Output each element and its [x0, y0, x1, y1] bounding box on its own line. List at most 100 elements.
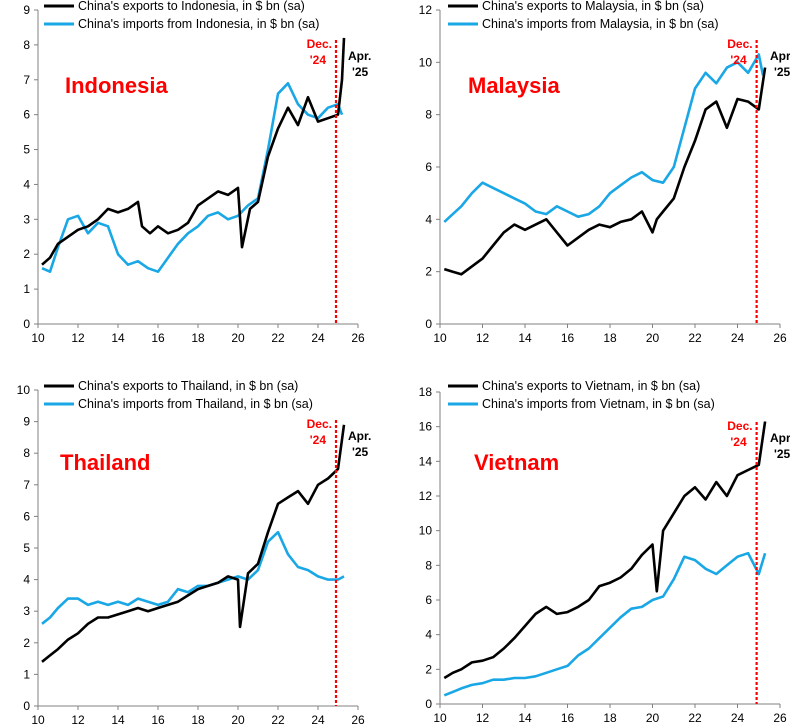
exports-series-line — [443, 421, 767, 680]
x-tick-label: 18 — [191, 713, 205, 727]
end-label-month: Apr. — [770, 49, 790, 63]
x-tick-label: 16 — [561, 331, 575, 345]
y-tick-label: 0 — [23, 699, 30, 713]
x-tick-label: 10 — [31, 713, 45, 727]
chart-panel-malaysia: 024681012101214161820222426Dec.'24Apr.'2… — [419, 0, 790, 345]
y-tick-label: 4 — [23, 177, 30, 191]
x-tick-label: 22 — [688, 331, 702, 345]
imports-series-line — [41, 82, 344, 273]
exports-series-line — [443, 67, 767, 276]
x-tick-label: 20 — [231, 331, 245, 345]
y-tick-label: 12 — [419, 489, 433, 503]
y-tick-label: 6 — [23, 108, 30, 122]
x-tick-label: 26 — [351, 713, 365, 727]
country-title: Thailand — [60, 450, 150, 475]
x-tick-label: 12 — [476, 331, 490, 345]
y-tick-label: 10 — [419, 55, 433, 69]
x-tick-label: 16 — [151, 331, 165, 345]
legend-exports-label: China's exports to Thailand, in $ bn (sa… — [78, 379, 298, 393]
y-tick-label: 6 — [425, 160, 432, 174]
x-tick-label: 22 — [688, 711, 702, 725]
x-tick-label: 12 — [476, 711, 490, 725]
legend-imports-label: China's imports from Thailand, in $ bn (… — [78, 397, 313, 411]
imports-series-line — [443, 551, 767, 697]
y-tick-label: 8 — [425, 558, 432, 572]
marker-label-month: Dec. — [307, 37, 332, 51]
y-tick-label: 2 — [23, 636, 30, 650]
x-tick-label: 20 — [646, 711, 660, 725]
x-tick-label: 24 — [311, 331, 325, 345]
x-tick-label: 18 — [603, 711, 617, 725]
x-tick-label: 12 — [71, 331, 85, 345]
y-tick-label: 3 — [23, 212, 30, 226]
y-tick-label: 8 — [23, 38, 30, 52]
x-tick-label: 22 — [271, 331, 285, 345]
y-tick-label: 4 — [425, 628, 432, 642]
x-tick-label: 14 — [518, 711, 532, 725]
y-tick-label: 10 — [419, 524, 433, 538]
x-tick-label: 26 — [773, 711, 787, 725]
y-tick-label: 5 — [23, 143, 30, 157]
y-tick-label: 2 — [425, 265, 432, 279]
exports-series-line — [41, 37, 346, 266]
y-tick-label: 7 — [23, 478, 30, 492]
imports-series-line — [443, 53, 765, 223]
y-tick-label: 1 — [23, 667, 30, 681]
y-tick-label: 8 — [425, 108, 432, 122]
y-tick-label: 4 — [23, 573, 30, 587]
y-tick-label: 4 — [425, 212, 432, 226]
end-label-year: '25 — [352, 65, 369, 79]
x-tick-label: 22 — [271, 713, 285, 727]
x-tick-label: 10 — [31, 331, 45, 345]
x-tick-label: 16 — [151, 713, 165, 727]
y-tick-label: 10 — [17, 383, 31, 397]
x-tick-label: 14 — [518, 331, 532, 345]
marker-label-month: Dec. — [727, 37, 752, 51]
marker-label-year: '24 — [730, 435, 747, 449]
x-tick-label: 24 — [731, 711, 745, 725]
end-label-month: Apr. — [770, 431, 790, 445]
marker-label-year: '24 — [730, 53, 747, 67]
y-tick-label: 3 — [23, 604, 30, 618]
x-tick-label: 10 — [433, 711, 447, 725]
marker-label-year: '24 — [310, 433, 327, 447]
end-label-month: Apr. — [348, 49, 371, 63]
legend-imports-label: China's imports from Vietnam, in $ bn (s… — [482, 397, 715, 411]
y-tick-label: 0 — [425, 317, 432, 331]
legend-exports-label: China's exports to Malaysia, in $ bn (sa… — [482, 0, 704, 13]
x-tick-label: 14 — [111, 331, 125, 345]
y-tick-label: 12 — [419, 3, 433, 17]
y-tick-label: 16 — [419, 420, 433, 434]
country-title: Malaysia — [468, 73, 560, 98]
marker-label-year: '24 — [310, 53, 327, 67]
x-tick-label: 16 — [561, 711, 575, 725]
y-tick-label: 6 — [23, 509, 30, 523]
y-tick-label: 9 — [23, 3, 30, 17]
x-tick-label: 12 — [71, 713, 85, 727]
x-tick-label: 20 — [646, 331, 660, 345]
country-title: Vietnam — [474, 450, 559, 475]
x-tick-label: 26 — [351, 331, 365, 345]
y-tick-label: 7 — [23, 73, 30, 87]
end-label-year: '25 — [774, 447, 790, 461]
legend-imports-label: China's imports from Indonesia, in $ bn … — [78, 17, 319, 31]
y-tick-label: 2 — [425, 662, 432, 676]
x-tick-label: 10 — [433, 331, 447, 345]
legend-exports-label: China's exports to Vietnam, in $ bn (sa) — [482, 379, 700, 393]
exports-series-line — [41, 424, 346, 663]
x-tick-label: 24 — [311, 713, 325, 727]
marker-label-month: Dec. — [307, 417, 332, 431]
y-tick-label: 5 — [23, 541, 30, 555]
y-tick-label: 0 — [425, 697, 432, 711]
end-label-year: '25 — [774, 65, 790, 79]
x-tick-label: 18 — [603, 331, 617, 345]
end-label-month: Apr. — [348, 429, 371, 443]
x-tick-label: 26 — [773, 331, 787, 345]
y-tick-label: 2 — [23, 247, 30, 261]
y-tick-label: 8 — [23, 446, 30, 460]
y-tick-label: 1 — [23, 282, 30, 296]
marker-label-month: Dec. — [727, 419, 752, 433]
